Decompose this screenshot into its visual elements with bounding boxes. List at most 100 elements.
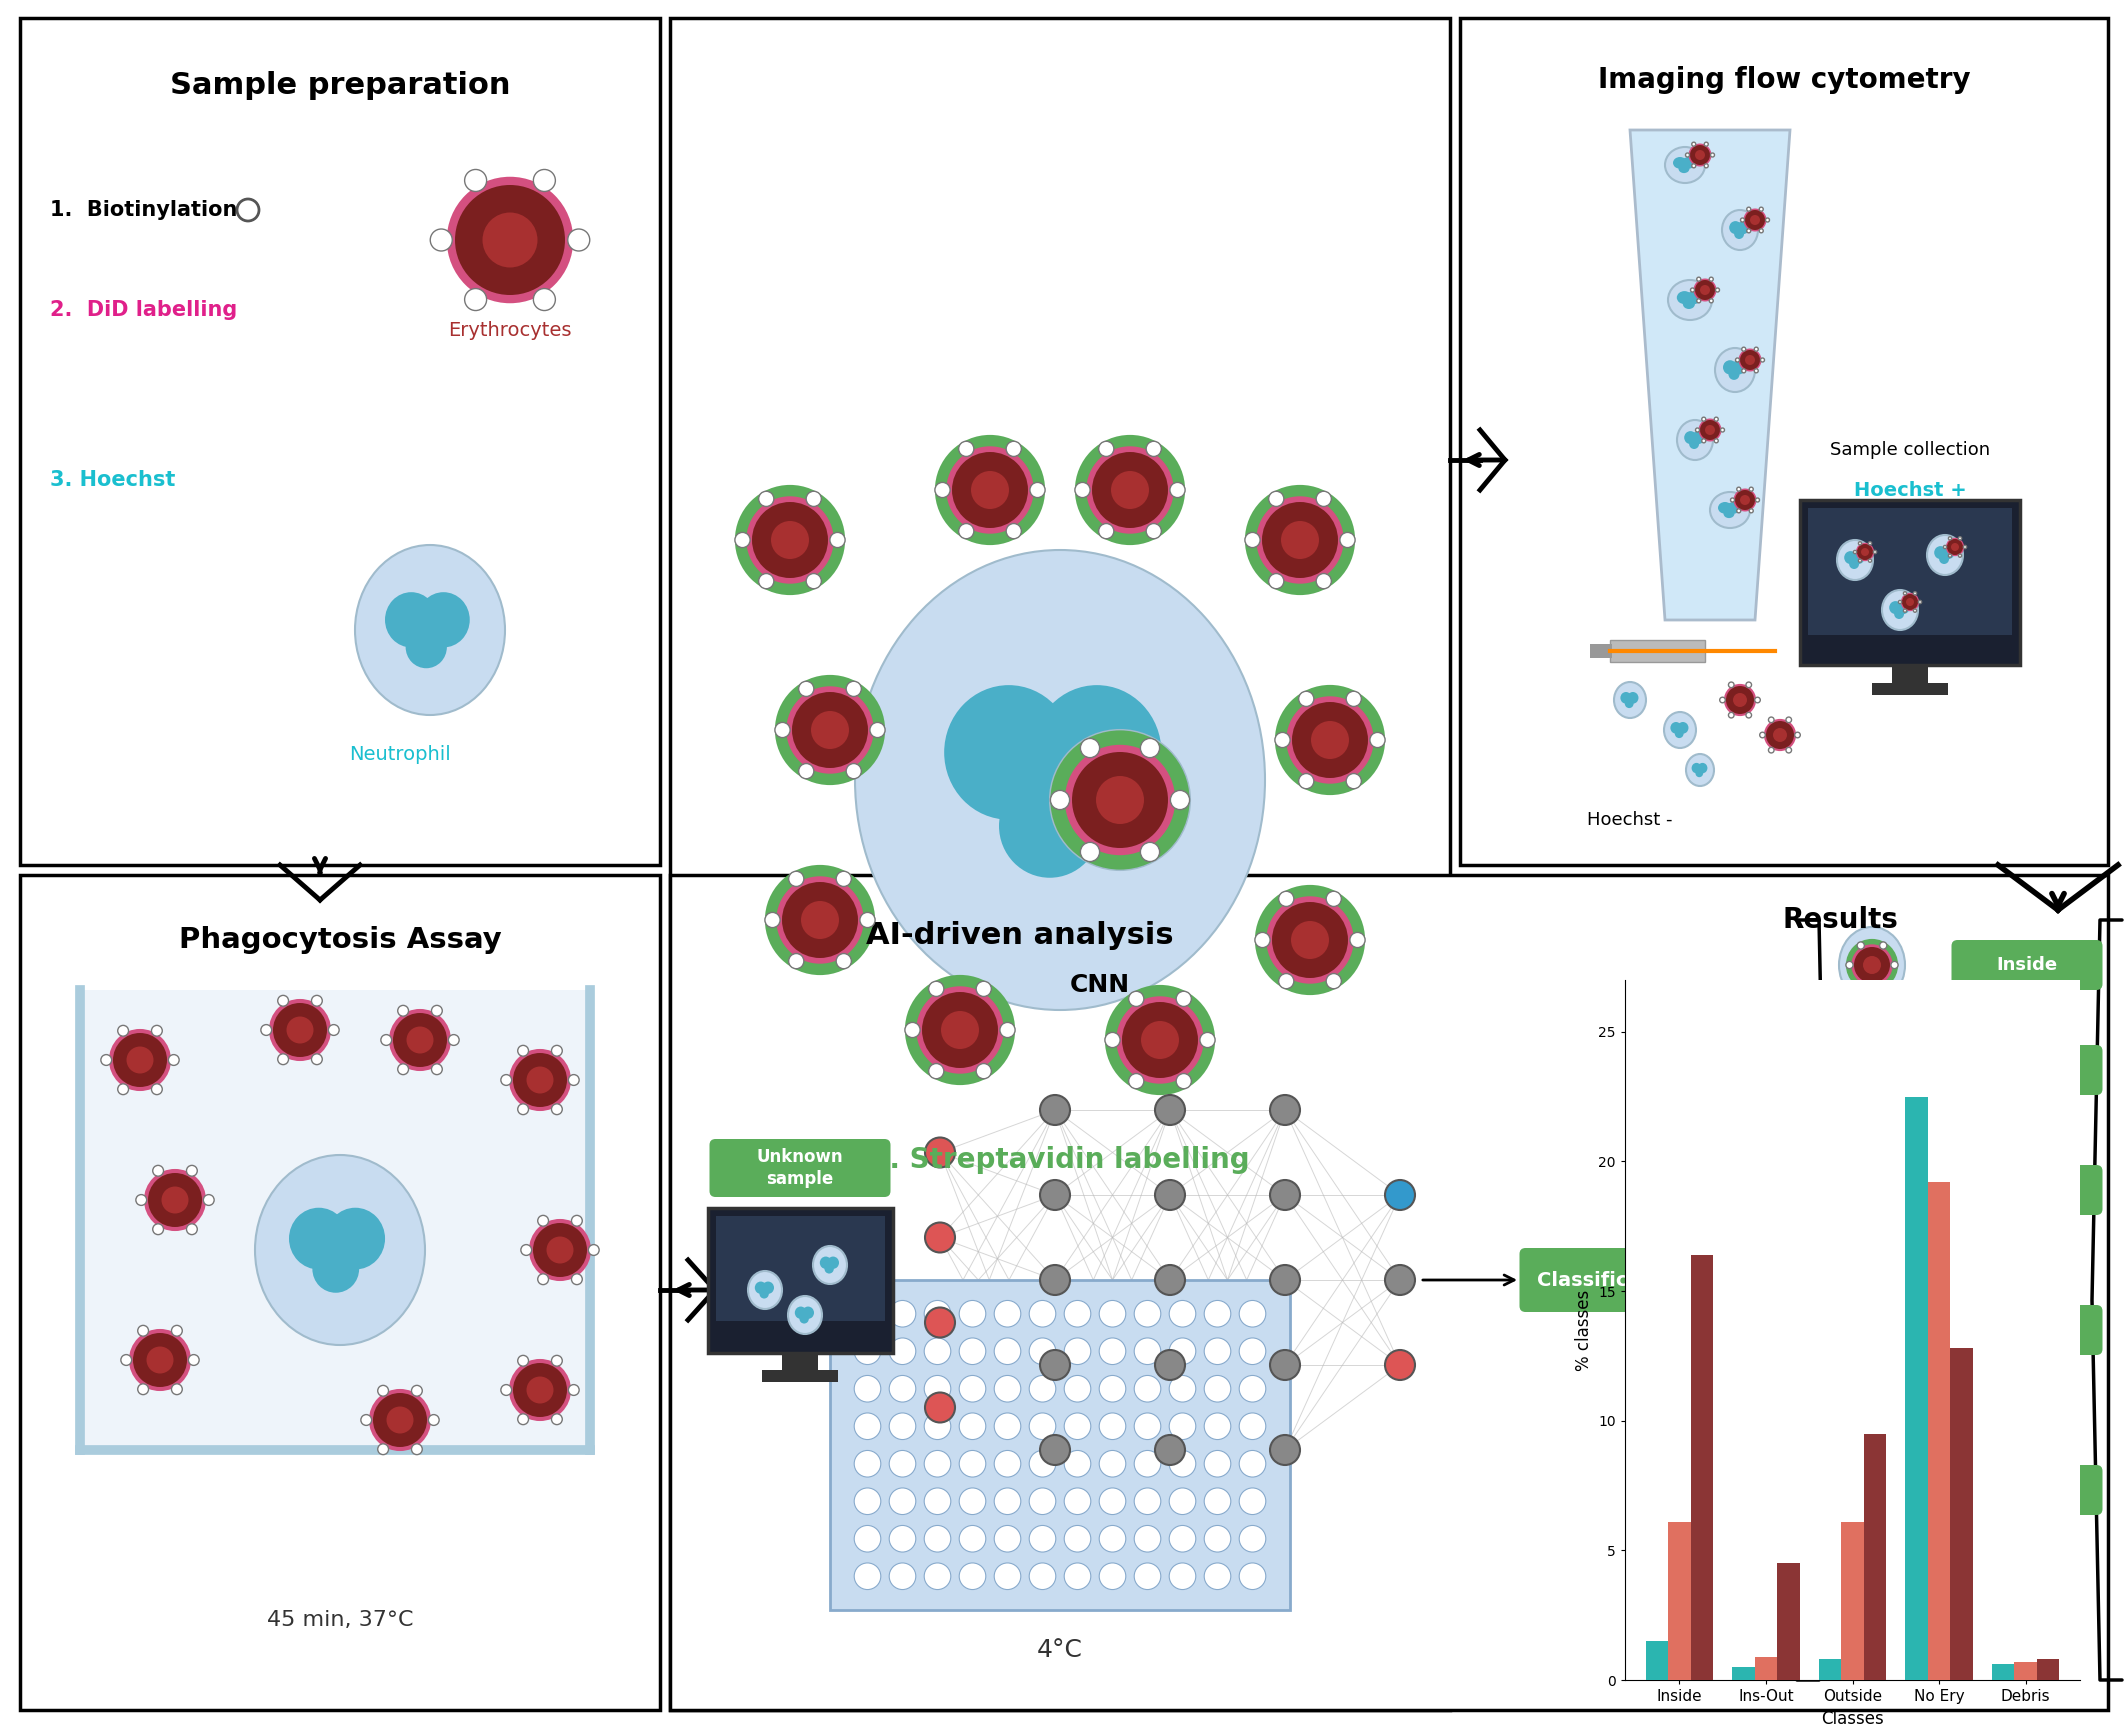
Bar: [1949, 1348, 1973, 1680]
Ellipse shape: [1881, 589, 1917, 631]
Circle shape: [1370, 733, 1385, 748]
Ellipse shape: [1685, 290, 1702, 304]
Circle shape: [1715, 439, 1717, 442]
Circle shape: [572, 1274, 583, 1284]
Circle shape: [760, 491, 775, 506]
Circle shape: [904, 975, 1015, 1085]
Circle shape: [787, 686, 875, 774]
Circle shape: [1958, 555, 1962, 556]
Circle shape: [311, 995, 321, 1006]
Circle shape: [1879, 1061, 1896, 1078]
Circle shape: [1315, 491, 1332, 506]
Circle shape: [521, 1244, 532, 1256]
Circle shape: [958, 441, 975, 456]
Circle shape: [398, 1006, 409, 1016]
Circle shape: [1051, 790, 1070, 810]
Circle shape: [994, 1414, 1021, 1439]
Ellipse shape: [1715, 347, 1756, 392]
Text: Neutrophil: Neutrophil: [349, 745, 451, 764]
Ellipse shape: [1862, 1189, 1879, 1208]
Text: Erythrocytes: Erythrocytes: [449, 320, 572, 339]
Circle shape: [1858, 982, 1864, 988]
Circle shape: [381, 1035, 392, 1045]
Circle shape: [960, 1562, 985, 1590]
Circle shape: [1741, 218, 1745, 221]
Circle shape: [483, 213, 538, 268]
Circle shape: [1879, 942, 1888, 949]
Ellipse shape: [355, 544, 504, 715]
Circle shape: [1760, 228, 1764, 233]
Circle shape: [1092, 453, 1168, 529]
Circle shape: [847, 681, 862, 696]
Circle shape: [958, 524, 975, 539]
Circle shape: [1156, 1350, 1185, 1381]
Circle shape: [1134, 1337, 1160, 1365]
Circle shape: [147, 1346, 174, 1374]
Circle shape: [172, 1384, 183, 1394]
Circle shape: [287, 1016, 313, 1044]
Circle shape: [1238, 1301, 1266, 1327]
Circle shape: [1156, 1265, 1185, 1294]
Circle shape: [1853, 551, 1856, 553]
Circle shape: [1064, 745, 1175, 855]
Circle shape: [1705, 142, 1709, 147]
Circle shape: [411, 1386, 421, 1396]
Ellipse shape: [1619, 691, 1632, 703]
Circle shape: [311, 1054, 321, 1064]
Circle shape: [1030, 1337, 1055, 1365]
Circle shape: [924, 1450, 951, 1477]
Circle shape: [362, 1415, 372, 1426]
Circle shape: [1030, 1562, 1055, 1590]
Circle shape: [1868, 1052, 1905, 1089]
Ellipse shape: [749, 1272, 781, 1310]
Ellipse shape: [1851, 551, 1864, 563]
Bar: [1460, 17, 2109, 866]
Circle shape: [1073, 752, 1168, 848]
Circle shape: [1270, 1265, 1300, 1294]
Circle shape: [1238, 1526, 1266, 1552]
Circle shape: [1841, 1139, 1883, 1180]
Circle shape: [1858, 544, 1873, 560]
Bar: [1864, 1434, 1885, 1680]
Circle shape: [764, 912, 781, 928]
Bar: [2015, 1662, 2036, 1680]
Circle shape: [853, 1562, 881, 1590]
Circle shape: [734, 486, 845, 594]
Circle shape: [807, 574, 821, 589]
Circle shape: [1743, 209, 1766, 232]
Circle shape: [500, 1384, 511, 1396]
Circle shape: [1858, 560, 1862, 562]
FancyBboxPatch shape: [1951, 1045, 2102, 1096]
Circle shape: [189, 1355, 200, 1365]
Circle shape: [1692, 164, 1696, 168]
Circle shape: [1715, 289, 1719, 292]
Circle shape: [1836, 1134, 1888, 1185]
Circle shape: [1245, 532, 1260, 548]
Circle shape: [1785, 717, 1792, 722]
Circle shape: [1760, 733, 1766, 738]
Circle shape: [372, 1393, 428, 1446]
Circle shape: [977, 982, 992, 997]
Circle shape: [1030, 1375, 1055, 1401]
Circle shape: [1075, 435, 1185, 544]
Circle shape: [1873, 551, 1877, 553]
Circle shape: [1858, 543, 1862, 544]
Circle shape: [1096, 776, 1145, 824]
Circle shape: [1238, 1450, 1266, 1477]
Ellipse shape: [289, 1208, 349, 1270]
Circle shape: [1064, 1526, 1092, 1552]
Circle shape: [1256, 885, 1364, 995]
Circle shape: [853, 1375, 881, 1401]
Circle shape: [1749, 508, 1753, 513]
Polygon shape: [1630, 130, 1790, 620]
Circle shape: [568, 230, 589, 251]
Ellipse shape: [1717, 503, 1732, 513]
Bar: [1809, 508, 2011, 634]
Circle shape: [547, 1237, 575, 1263]
Bar: [1873, 683, 1947, 695]
Circle shape: [836, 954, 851, 969]
Circle shape: [960, 1301, 985, 1327]
Circle shape: [132, 1332, 187, 1388]
Bar: [762, 1370, 838, 1382]
Bar: [1777, 1564, 1800, 1680]
